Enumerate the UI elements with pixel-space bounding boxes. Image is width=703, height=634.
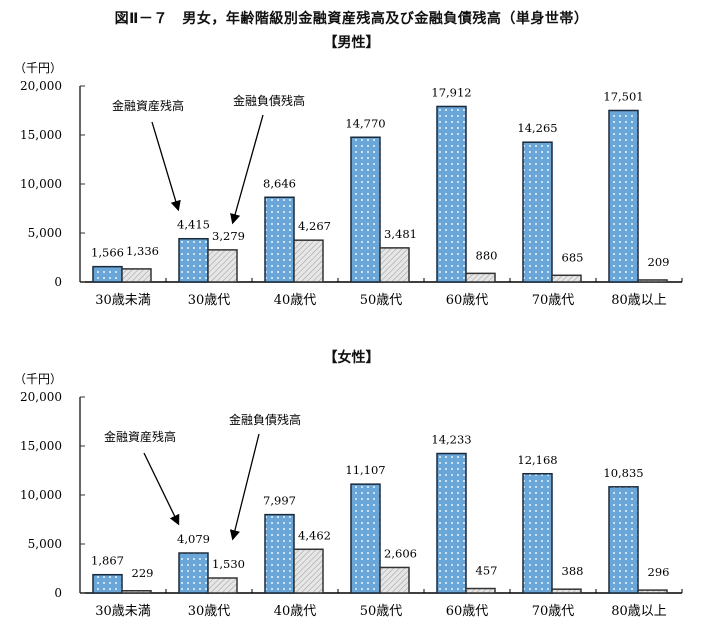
bar-debt [121, 590, 152, 594]
bar-debt [293, 548, 324, 594]
svg-text:4,415: 4,415 [177, 218, 210, 232]
bar-debt [465, 272, 496, 283]
svg-text:金融資産残高: 金融資産残高 [112, 98, 184, 113]
male-chart-title: 【男性】 [323, 35, 380, 51]
y-axis-unit: （千円） [14, 372, 62, 386]
svg-text:7,997: 7,997 [263, 494, 296, 508]
svg-text:388: 388 [562, 564, 584, 578]
bar-debt [465, 587, 496, 594]
x-category-label: 80歳以上 [611, 604, 667, 619]
svg-text:17,912: 17,912 [431, 85, 471, 99]
svg-text:14,770: 14,770 [345, 116, 385, 130]
bar-asset [436, 105, 467, 283]
svg-text:14,265: 14,265 [517, 121, 557, 135]
bar-debt [379, 247, 410, 283]
bar-debt [207, 249, 238, 283]
svg-text:296: 296 [648, 565, 670, 579]
x-category-label: 80歳以上 [611, 293, 667, 308]
bar-debt [637, 589, 668, 594]
y-tick-label: 5,000 [28, 537, 62, 551]
bar-debt [379, 566, 410, 594]
svg-text:10,835: 10,835 [603, 466, 643, 480]
bar-asset [264, 513, 295, 594]
svg-text:880: 880 [476, 248, 498, 262]
bar-asset [436, 452, 467, 594]
svg-text:685: 685 [562, 250, 584, 264]
x-category-label: 40歳代 [274, 293, 317, 308]
svg-text:3,279: 3,279 [212, 229, 245, 243]
svg-text:8,646: 8,646 [263, 176, 296, 190]
svg-text:3,481: 3,481 [384, 227, 417, 241]
svg-text:4,267: 4,267 [298, 219, 331, 233]
svg-text:1,336: 1,336 [126, 244, 159, 258]
bar-debt [637, 279, 668, 283]
svg-text:229: 229 [132, 566, 154, 580]
y-axis-unit: （千円） [14, 61, 62, 75]
y-tick-label: 15,000 [20, 128, 62, 142]
svg-text:11,107: 11,107 [345, 463, 385, 477]
y-tick-label: 0 [54, 586, 62, 600]
x-category-label: 60歳代 [446, 604, 489, 619]
bar-asset [522, 141, 553, 283]
x-category-label: 70歳代 [532, 604, 575, 619]
svg-text:12,168: 12,168 [517, 453, 557, 467]
svg-text:4,079: 4,079 [177, 532, 210, 546]
x-category-label: 50歳代 [360, 293, 403, 308]
bar-asset [608, 109, 639, 283]
svg-text:1,867: 1,867 [91, 554, 124, 568]
y-tick-label: 20,000 [20, 390, 62, 404]
bar-asset [350, 483, 381, 594]
svg-text:1,530: 1,530 [212, 557, 245, 571]
bar-debt [293, 239, 324, 283]
x-category-label: 30歳未満 [95, 604, 151, 619]
svg-text:金融資産残高: 金融資産残高 [104, 429, 176, 444]
svg-text:209: 209 [648, 255, 670, 269]
x-category-label: 30歳未満 [95, 293, 151, 308]
bar-asset [92, 573, 123, 594]
svg-text:14,233: 14,233 [431, 433, 471, 447]
bar-asset [264, 196, 295, 283]
bar-debt [551, 588, 582, 594]
bar-asset [92, 265, 123, 283]
y-tick-label: 5,000 [28, 226, 62, 240]
y-tick-label: 15,000 [20, 439, 62, 453]
svg-text:4,462: 4,462 [298, 528, 331, 542]
male-bar-chart: （千円） 0 5,000 10,000 15,000 20,000 1,566 1,336 30… [14, 61, 683, 308]
figure-title: 図Ⅱ－７ 男女，年齢階級別金融資産残高及び金融負債残高（単身世帯） [114, 11, 589, 27]
bar-asset [178, 552, 209, 594]
x-category-label: 50歳代 [360, 604, 403, 619]
svg-text:17,501: 17,501 [603, 89, 643, 103]
bar-asset [178, 237, 209, 283]
x-category-label: 40歳代 [274, 604, 317, 619]
svg-text:457: 457 [476, 564, 498, 578]
x-category-label: 30歳代 [188, 293, 231, 308]
y-tick-label: 20,000 [20, 79, 62, 93]
x-category-label: 60歳代 [446, 293, 489, 308]
y-tick-label: 10,000 [20, 488, 62, 502]
y-tick-label: 10,000 [20, 177, 62, 191]
female-bar-chart: （千円） 0 5,000 10,000 15,000 20,000 1,867 229 30歳未… [14, 372, 683, 619]
x-category-label: 70歳代 [532, 293, 575, 308]
bar-debt [551, 274, 582, 283]
x-category-label: 30歳代 [188, 604, 231, 619]
svg-text:金融負債残高: 金融負債残高 [229, 412, 301, 427]
svg-text:1,566: 1,566 [91, 246, 124, 260]
bar-debt [207, 577, 238, 594]
svg-text:2,606: 2,606 [384, 546, 417, 560]
bar-debt [121, 268, 152, 283]
bar-asset [522, 473, 553, 594]
female-chart-title: 【女性】 [323, 350, 380, 366]
y-tick-label: 0 [54, 275, 62, 289]
svg-text:金融負債残高: 金融負債残高 [233, 93, 305, 108]
bar-asset [350, 136, 381, 283]
bar-asset [608, 486, 639, 594]
